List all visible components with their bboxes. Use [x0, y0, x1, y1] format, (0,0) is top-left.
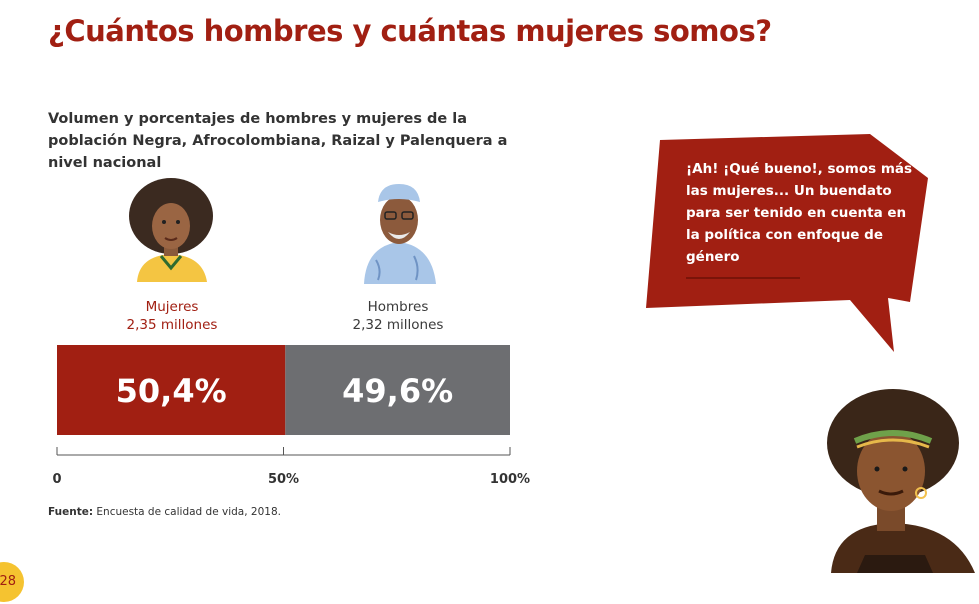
data-label-mujeres: 50,4%: [116, 372, 227, 410]
speech-bubble-text: ¡Ah! ¡Qué bueno!, somos más las mujeres.…: [686, 161, 913, 265]
mujeres-label: Mujeres 2,35 millones: [102, 298, 242, 334]
chart-title: Volumen y porcentajes de hombres y mujer…: [48, 111, 508, 171]
mujeres-name: Mujeres: [145, 299, 199, 315]
page-title: ¿Cuántos hombres y cuántas mujeres somos…: [48, 14, 772, 48]
man-portrait-icon: [364, 184, 436, 284]
x-tick-label: 50%: [268, 472, 299, 487]
x-tick-label: 0: [52, 472, 61, 487]
woman-illustration-icon: [827, 389, 975, 573]
mujeres-volume: 2,35 millones: [126, 317, 218, 333]
bar-segment-hombres: [285, 345, 510, 435]
hombres-volume: 2,32 millones: [352, 317, 444, 333]
source-label: Fuente:: [48, 506, 94, 518]
stacked-bar-chart: 50,4% 49,6% 0 50% 100%: [52, 345, 530, 487]
speech-bubble: [646, 134, 928, 352]
data-label-hombres: 49,6%: [342, 372, 453, 410]
hombres-label: Hombres 2,32 millones: [328, 298, 468, 334]
source-note: Fuente: Encuesta de calidad de vida, 201…: [48, 506, 281, 518]
hombres-name: Hombres: [367, 299, 429, 315]
source-text: Encuesta de calidad de vida, 2018.: [93, 506, 281, 518]
x-tick-label: 100%: [490, 472, 530, 487]
woman-portrait-icon: [129, 178, 213, 282]
page-number: 28: [0, 562, 24, 602]
bar-segment-mujeres: [57, 345, 286, 435]
